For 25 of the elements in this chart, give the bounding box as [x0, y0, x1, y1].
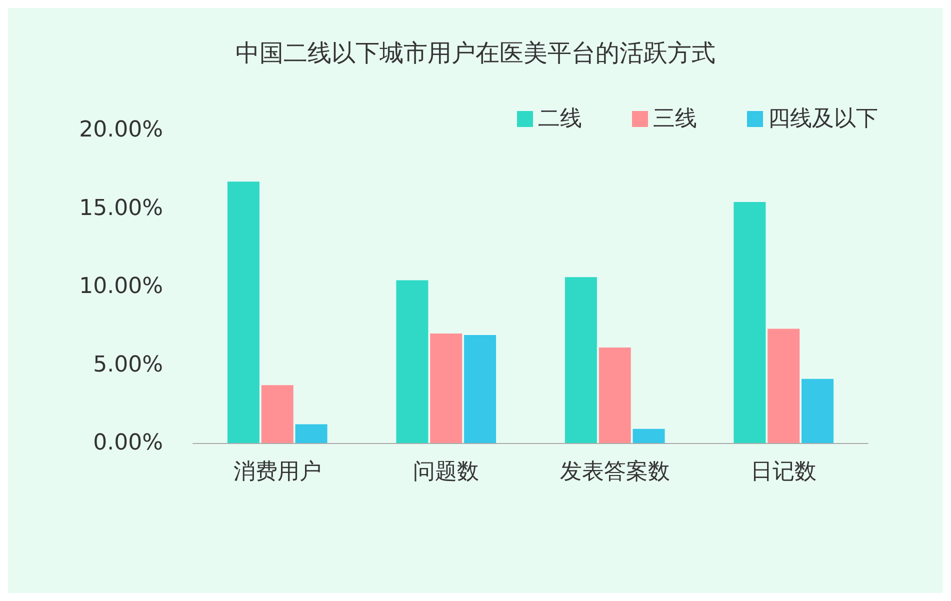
legend-label: 四线及以下	[768, 106, 878, 132]
bar	[768, 328, 800, 443]
y-tick-label: 5.00%	[93, 352, 163, 378]
bar	[598, 348, 631, 443]
chart-title: 中国二线以下城市用户在医美平台的活跃方式	[236, 39, 716, 67]
bar	[564, 277, 597, 443]
legend-label: 二线	[538, 106, 582, 132]
y-tick-label: 20.00%	[79, 118, 163, 142]
x-tick-label: 发表答案数	[560, 460, 670, 484]
x-tick-label: 问题数	[413, 460, 480, 484]
x-tick-label: 日记数	[750, 460, 817, 484]
bar	[464, 335, 496, 443]
bar	[632, 428, 665, 443]
bar	[227, 182, 260, 443]
bar	[430, 333, 462, 443]
y-tick-label: 10.00%	[79, 274, 163, 299]
x-tick-label: 消费用户	[233, 460, 322, 484]
y-tick-label: 0.00%	[93, 430, 163, 456]
bar	[802, 378, 834, 443]
bar	[396, 280, 428, 443]
bar	[734, 202, 766, 443]
bar	[261, 385, 294, 443]
bar	[295, 424, 328, 443]
legend-label: 三线	[653, 106, 697, 132]
y-tick-label: 15.00%	[79, 196, 163, 221]
